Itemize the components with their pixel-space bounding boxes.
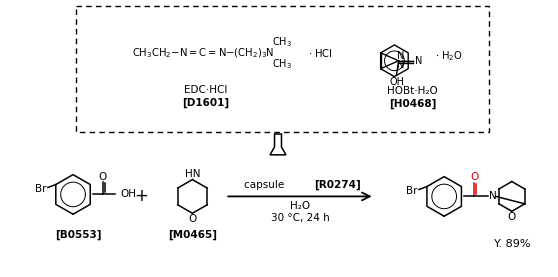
- Text: [H0468]: [H0468]: [388, 99, 436, 109]
- Text: O: O: [508, 212, 516, 222]
- Text: HN: HN: [185, 169, 200, 179]
- Text: Br: Br: [406, 186, 418, 196]
- Text: CH$_3$: CH$_3$: [272, 35, 292, 49]
- Text: [B0553]: [B0553]: [55, 230, 101, 240]
- Text: [M0465]: [M0465]: [168, 230, 217, 240]
- Text: capsule: capsule: [244, 179, 288, 189]
- Text: Br: Br: [35, 184, 47, 194]
- Text: EDC·HCl: EDC·HCl: [184, 86, 227, 96]
- Polygon shape: [270, 134, 286, 155]
- Text: N: N: [397, 60, 404, 70]
- Text: H₂O: H₂O: [290, 201, 310, 211]
- Bar: [76, 6, 489, 132]
- Text: N: N: [397, 51, 404, 61]
- Text: O: O: [99, 172, 107, 182]
- Text: $\cdot$ H$_2$O: $\cdot$ H$_2$O: [435, 49, 463, 63]
- Text: O: O: [470, 172, 478, 182]
- Text: OH: OH: [389, 76, 404, 87]
- Text: +: +: [134, 188, 148, 206]
- Text: [D1601]: [D1601]: [182, 98, 229, 109]
- Text: $\cdot$ HCl: $\cdot$ HCl: [308, 47, 333, 59]
- Text: CH$_3$CH$_2$$-$N$=$C$=$N$-$(CH$_2$)$_3$N: CH$_3$CH$_2$$-$N$=$C$=$N$-$(CH$_2$)$_3$N: [132, 46, 275, 60]
- Text: 30 °C, 24 h: 30 °C, 24 h: [271, 213, 329, 223]
- Text: O: O: [188, 214, 196, 224]
- Text: [R0274]: [R0274]: [314, 179, 360, 190]
- Text: HOBt·H₂O: HOBt·H₂O: [387, 86, 437, 96]
- Text: N: N: [415, 56, 422, 66]
- Text: N: N: [489, 191, 497, 201]
- Text: CH$_3$: CH$_3$: [272, 57, 292, 71]
- Text: Y. 89%: Y. 89%: [494, 239, 530, 249]
- Text: OH: OH: [121, 189, 137, 199]
